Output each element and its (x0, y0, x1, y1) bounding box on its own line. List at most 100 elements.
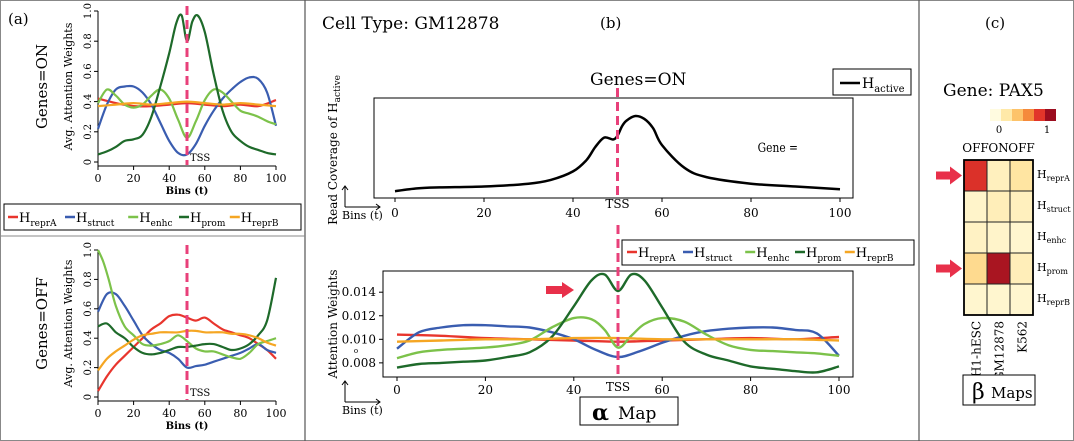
alpha-map-label: α Map (579, 396, 679, 426)
legend-label-prom: Hprom (190, 211, 226, 229)
scale-min-label: 0 (996, 125, 1002, 136)
y-tick-label: 0.8 (83, 271, 94, 287)
y-tick-label: 0.014 (342, 285, 377, 299)
alpha-symbol: α (592, 400, 609, 426)
x-tick-label: 40 (162, 172, 176, 185)
heatmap-cell (963, 159, 988, 192)
panel-a: 0 0.2 0.4 0.6 0.8 1.0 0 20 40 60 80 100 Bins (t) Avg.… (33, 3, 287, 432)
x-tick-label: 20 (127, 407, 141, 420)
y-tick-label: 0.8 (83, 33, 94, 49)
y-axis-label: Attention Weights (326, 269, 340, 379)
chart-a-2: 0 0.2 0.4 0.6 0.8 1.0 0 20 40 60 80 100 Bins (t) Avg.… (33, 242, 287, 432)
gene-title: Gene: PAX5 (943, 81, 1044, 101)
panel-label-b: (b) (600, 14, 621, 32)
series-line-enhc (396, 316, 840, 360)
series-line-struct (97, 291, 277, 370)
state-label-1: ON (988, 141, 1008, 155)
heatmap-cell (986, 190, 1011, 223)
x-tick-label: 0 (95, 407, 102, 420)
chart-a-1: 0 0.2 0.4 0.6 0.8 1.0 0 20 40 60 80 100 Bins (t) Avg.… (33, 3, 287, 197)
heatmap-cell (1009, 283, 1034, 316)
gene-state-label: Gene = (758, 140, 798, 155)
heatmap-cell (986, 221, 1011, 254)
heatmap-cell (963, 221, 988, 254)
x-axis-label: Bins (t) (342, 209, 383, 222)
scale-swatch (1023, 109, 1034, 121)
axis-arrow (341, 380, 381, 406)
side-title: Genes=OFF (33, 277, 51, 370)
x-tick-label: 40 (565, 206, 580, 220)
chart-b-bottom: 0.008 0.010 0.012 0.014 o 0 20 40 60 80 100 Attenti… (326, 225, 854, 417)
row-label-reprB: HreprB (1037, 292, 1070, 307)
heatmap-cell (986, 252, 1011, 285)
panel-label-c: (c) (985, 14, 1005, 32)
scale-swatch (990, 109, 1001, 121)
highlight-arrow (936, 166, 962, 185)
panel-b: 0 20 40 60 80 100 Hactive Read Coverage of Hact… (326, 68, 912, 417)
legend-label-reprA: HreprA (19, 211, 57, 229)
x-tick-label: 0 (95, 172, 102, 185)
y-tick-label: 1.0 (83, 242, 94, 258)
beta-maps-label: β Maps (962, 374, 1036, 406)
panel-b-subtitle: Genes=ON (590, 70, 687, 90)
cell-type-title: Cell Type: GM12878 (322, 14, 499, 34)
scale-swatch (1045, 109, 1056, 121)
legend-label-prom: Hprom (806, 246, 842, 264)
row-label-struct: Hstruct (1037, 199, 1071, 214)
panel-label-a: (a) (8, 10, 29, 28)
legend-label-enhc: Henhc (139, 211, 172, 229)
row-label-reprA: HreprA (1037, 168, 1070, 183)
x-axis-label: Bins (t) (166, 421, 209, 432)
tss-label: TSS (606, 380, 630, 394)
y-tick-label: 0.008 (342, 356, 376, 370)
y-tick-label: 1.0 (83, 3, 94, 19)
series-line-enhc (96, 249, 277, 361)
scale-max-label: 1 (1044, 125, 1050, 136)
heatmap-cell (1009, 159, 1034, 192)
heatmap-cell (1009, 190, 1034, 223)
beta-maps-text: Maps (991, 384, 1033, 402)
x-tick-label: 60 (198, 407, 212, 420)
legend-label-struct: Hstruct (694, 246, 733, 264)
x-tick-label: 40 (566, 383, 581, 397)
x-tick-label: 0 (393, 383, 401, 397)
y-tick-label: 0.010 (342, 332, 376, 346)
legend-label-enhc: Henhc (756, 246, 789, 264)
highlight-arrow (546, 282, 574, 298)
legend-panel-b: HreprA Hstruct Henhc Hprom HreprB (621, 239, 915, 266)
tss-label: TSS (190, 153, 210, 164)
beta-symbol: β (972, 380, 985, 405)
series-line-reprB (97, 100, 277, 108)
row-label-prom: Hprom (1037, 261, 1068, 276)
x-tick-label: 60 (654, 206, 669, 220)
x-tick-label: 0 (391, 206, 399, 220)
series-line-prom (396, 272, 840, 374)
y-axis-label: Avg. Attention Weights (62, 259, 75, 388)
x-tick-label: 80 (743, 383, 758, 397)
state-label-2: OFF (1008, 141, 1035, 155)
cell-type-label-0: H1-hESC (970, 321, 984, 377)
cell-type-label-2: K562 (1016, 321, 1030, 353)
axis-arrow (341, 185, 381, 211)
legend-label-struct: Hstruct (76, 211, 115, 229)
heatmap-cell (1009, 252, 1034, 285)
x-tick-label: 20 (127, 172, 141, 185)
scale-swatch (1034, 109, 1045, 121)
y-tick-label: 0.2 (83, 124, 94, 140)
heatmap-cell (986, 159, 1011, 192)
heatmap-cell (986, 283, 1011, 316)
x-tick-label: 20 (478, 383, 493, 397)
x-tick-label: 40 (162, 407, 176, 420)
side-title: Genes=ON (33, 44, 51, 129)
y-tick-label: 0 (83, 394, 94, 400)
x-tick-label: 80 (233, 172, 247, 185)
y-tick-label: 0.6 (83, 301, 94, 317)
x-tick-label: 80 (743, 206, 758, 220)
heatmap-frame (963, 159, 1034, 316)
heatmap-cell (963, 190, 988, 223)
x-tick-label: 100 (828, 383, 851, 397)
tss-label: TSS (605, 197, 629, 211)
